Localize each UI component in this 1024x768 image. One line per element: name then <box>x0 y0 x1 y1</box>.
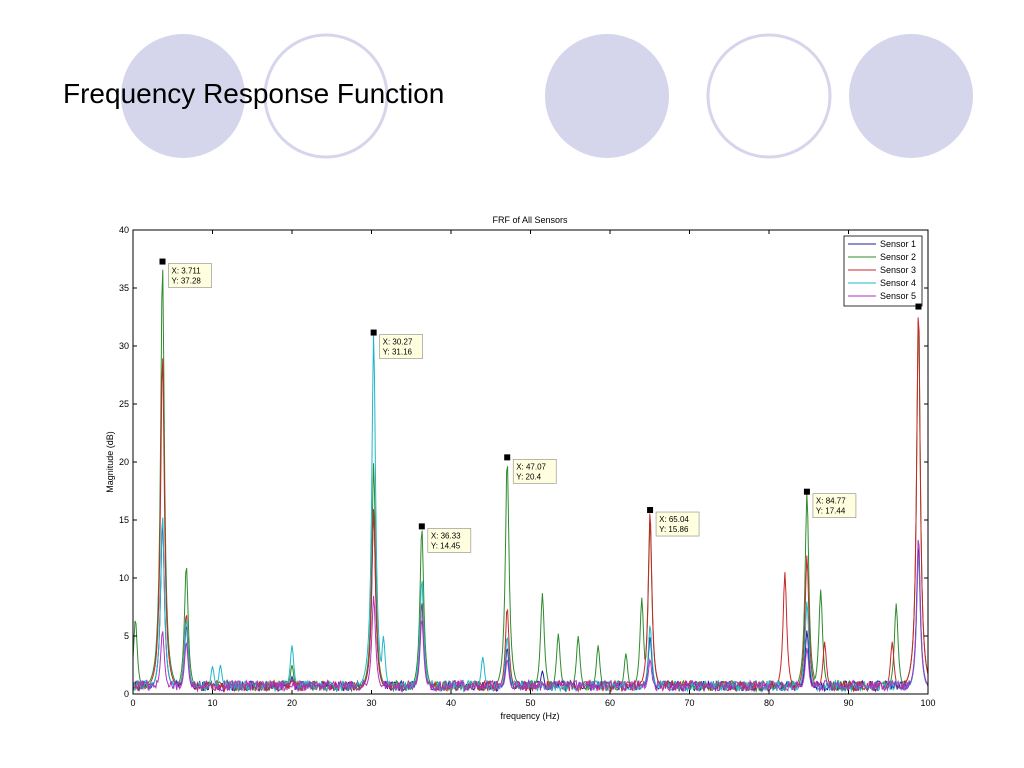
circle-3 <box>545 34 669 158</box>
y-axis-label: Magnitude (dB) <box>105 431 115 493</box>
datatip-y-label: Y: 14.45 <box>431 541 461 550</box>
datatip-x-label: X: 65.04 <box>659 515 689 524</box>
circle-5 <box>849 34 973 158</box>
x-tick-label: 60 <box>605 698 615 708</box>
datatip-x-label: X: 84.77 <box>816 497 846 506</box>
x-tick-label: 70 <box>684 698 694 708</box>
datatip-marker <box>504 454 511 461</box>
x-tick-label: 100 <box>920 698 935 708</box>
datatip-y-label: Y: 37.28 <box>172 277 202 286</box>
legend-label: Sensor 4 <box>880 278 916 288</box>
datatip-box <box>427 528 472 553</box>
legend: Sensor 1 Sensor 2 Sensor 3 Sensor 4 Sensor 5 <box>843 235 923 307</box>
x-tick-label: 0 <box>130 698 135 708</box>
circle-1 <box>121 34 245 158</box>
datatip-box <box>655 511 700 537</box>
chart-title: FRF of All Sensors <box>492 215 568 225</box>
x-tick-label: 80 <box>764 698 774 708</box>
y-tick-label: 30 <box>119 341 129 351</box>
x-tick-label: 20 <box>287 698 297 708</box>
legend-label: Sensor 1 <box>880 239 916 249</box>
legend-label: Sensor 5 <box>880 291 916 301</box>
datatip-marker <box>418 523 425 530</box>
x-tick-label: 30 <box>366 698 376 708</box>
datatip-x-label: X: 47.07 <box>516 462 546 471</box>
y-tick-label: 40 <box>119 225 129 235</box>
legend-label: Sensor 3 <box>880 265 916 275</box>
slide-title: Frequency Response Function <box>63 78 445 109</box>
x-tick-label: 40 <box>446 698 456 708</box>
y-tick-label: 25 <box>119 399 129 409</box>
datatip-y-label: Y: 20.4 <box>516 472 541 481</box>
y-tick-label: 15 <box>119 515 129 525</box>
datatip-marker <box>647 507 654 514</box>
datatip-marker <box>159 258 166 265</box>
x-axis-label: frequency (Hz) <box>500 711 559 721</box>
datatip-y-label: Y: 31.16 <box>383 348 413 357</box>
datatip-marker <box>370 329 377 336</box>
y-tick-label: 5 <box>124 631 129 641</box>
decorative-circles <box>121 33 973 159</box>
legend-box <box>843 235 923 307</box>
datatip-marker <box>915 303 922 310</box>
datatip-box <box>379 334 423 359</box>
y-tick-label: 10 <box>119 573 129 583</box>
y-tick-label: 20 <box>119 457 129 467</box>
legend-label: Sensor 2 <box>880 252 916 262</box>
x-tick-label: 90 <box>843 698 853 708</box>
datatip-y-label: Y: 17.44 <box>816 507 846 516</box>
datatip-y-label: Y: 15.86 <box>659 525 689 534</box>
datatip-marker <box>803 488 810 495</box>
datatip-x-label: X: 3.711 <box>172 267 202 276</box>
series-line-5 <box>132 539 929 693</box>
datatip-box <box>512 459 557 484</box>
datatip-x-label: X: 30.27 <box>383 338 413 347</box>
datatip-x-label: X: 36.33 <box>431 531 461 540</box>
y-tick-label: 0 <box>124 689 129 699</box>
circle-2 <box>263 33 389 159</box>
datatip-box <box>168 263 212 288</box>
x-tick-label: 50 <box>525 698 535 708</box>
circle-4 <box>706 33 832 159</box>
series-line-4 <box>132 334 929 693</box>
x-tick-label: 10 <box>207 698 217 708</box>
y-tick-label: 35 <box>119 283 129 293</box>
datatip-box <box>812 493 857 518</box>
